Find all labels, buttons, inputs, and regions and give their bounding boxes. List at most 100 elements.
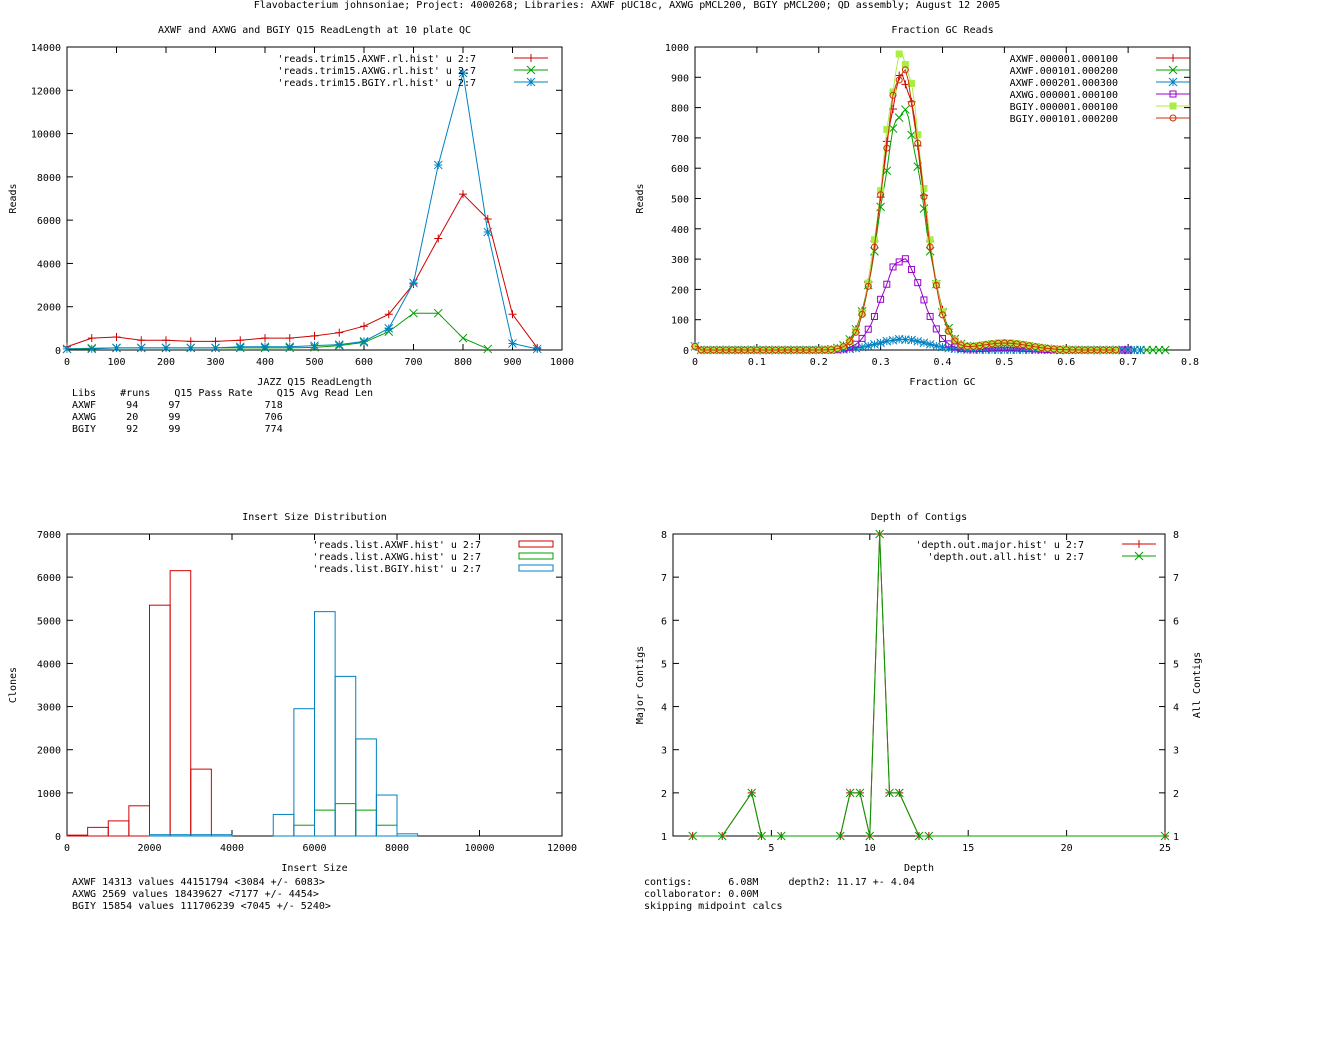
readlength-data-point bbox=[409, 308, 418, 318]
readlength-data-point bbox=[87, 344, 97, 354]
depth-y-tick-label: 2 bbox=[661, 789, 667, 800]
gc-data-point bbox=[863, 341, 873, 351]
gc-data-point bbox=[895, 50, 903, 58]
depth-y-tick-label: 1 bbox=[661, 832, 667, 843]
gc-data-point bbox=[883, 126, 891, 134]
readlength-data-point bbox=[433, 160, 443, 170]
readlength-data-point bbox=[532, 344, 542, 354]
readlength-data-point bbox=[360, 322, 368, 331]
depth-y2-tick-label: 6 bbox=[1173, 616, 1179, 627]
readlength-x-tick-label: 300 bbox=[206, 357, 224, 368]
readlength-data-point bbox=[334, 340, 344, 349]
readlength-y-tick-label: 0 bbox=[55, 346, 61, 357]
gc-data-point bbox=[920, 296, 928, 304]
gc-data-point bbox=[914, 279, 922, 287]
depth-x-tick-label: 10 bbox=[864, 843, 876, 854]
readlength-y-axis-label: Reads bbox=[8, 183, 19, 213]
gc-y-tick-label: 500 bbox=[671, 195, 689, 206]
gc-y-tick-label: 600 bbox=[671, 164, 689, 175]
gc-data-point bbox=[908, 265, 916, 273]
readlength-data-point bbox=[161, 343, 171, 353]
insert-title: Insert Size Distribution bbox=[242, 512, 387, 523]
depth-x-tick-label: 25 bbox=[1159, 843, 1171, 854]
readlength-x-tick-label: 700 bbox=[404, 357, 422, 368]
gc-data-point bbox=[908, 99, 916, 107]
insert-size-bar bbox=[334, 803, 357, 837]
insert-y-tick-label: 2000 bbox=[37, 746, 61, 757]
depth-data-point bbox=[924, 831, 934, 841]
readlength-y-tick-label: 6000 bbox=[37, 216, 61, 227]
gc-data-point bbox=[926, 243, 934, 251]
insert-size-bar bbox=[190, 768, 212, 837]
readlength-title: AXWF and AXWG and BGIY Q15 ReadLength at… bbox=[158, 25, 471, 36]
gc-data-point bbox=[889, 263, 897, 271]
readlength-data-point bbox=[285, 334, 294, 343]
gc-data-point bbox=[926, 236, 934, 244]
gc-y-tick-label: 700 bbox=[671, 134, 689, 145]
gc-data-point bbox=[895, 71, 904, 80]
readlength-data-point bbox=[433, 308, 443, 318]
legend-marker bbox=[1134, 551, 1144, 561]
gc-data-point bbox=[883, 144, 891, 152]
gc-x-axis-label: Fraction GC bbox=[909, 377, 975, 388]
insert-size-bar bbox=[272, 813, 295, 837]
insert-size-bar bbox=[107, 820, 130, 837]
insert-y-axis-label: Clones bbox=[8, 667, 19, 703]
gc-y-tick-label: 100 bbox=[671, 316, 689, 327]
readlength-data-point bbox=[483, 344, 493, 354]
gc-data-point bbox=[858, 334, 866, 342]
legend-marker bbox=[1169, 54, 1177, 62]
gc-data-point bbox=[901, 105, 910, 114]
readlength-x-tick-label: 400 bbox=[256, 357, 274, 368]
gc-x-tick-label: 0.6 bbox=[1057, 357, 1075, 368]
gc-data-point bbox=[950, 344, 960, 354]
gc-data-point bbox=[901, 66, 909, 74]
legend-marker bbox=[1168, 65, 1178, 75]
legend-label: 'reads.trim15.BGIY.rl.hist' u 2:7 bbox=[277, 78, 476, 89]
depth-y2-tick-label: 1 bbox=[1173, 832, 1179, 843]
gc-data-point bbox=[877, 191, 885, 199]
gc-y-tick-label: 900 bbox=[671, 73, 689, 84]
depth-data-point bbox=[717, 831, 727, 841]
gc-data-point bbox=[945, 327, 953, 335]
gc-y-tick-label: 1000 bbox=[665, 43, 689, 54]
gc-data-point bbox=[1018, 345, 1028, 355]
gc-data-point bbox=[956, 344, 966, 354]
insert-y-tick-label: 5000 bbox=[37, 616, 61, 627]
gc-data-point bbox=[987, 345, 997, 355]
depth-y-tick-label: 6 bbox=[661, 616, 667, 627]
gc-data-point bbox=[919, 338, 929, 348]
insert-size-bar bbox=[314, 809, 336, 837]
depth-data-point bbox=[747, 788, 757, 798]
gc-data-point bbox=[1006, 345, 1015, 355]
insert-y-tick-label: 4000 bbox=[37, 659, 61, 670]
insert-y-tick-label: 6000 bbox=[37, 573, 61, 584]
readlength-data-point bbox=[285, 342, 295, 352]
readlength-plot-frame bbox=[66, 46, 563, 351]
gc-data-point bbox=[907, 130, 916, 140]
readlength-data-point bbox=[335, 328, 344, 337]
gc-data-point bbox=[1154, 345, 1164, 355]
gc-data-point bbox=[975, 345, 984, 355]
readlength-y-tick-label: 4000 bbox=[37, 259, 61, 270]
legend-label: 'reads.trim15.AXWG.rl.hist' u 2:7 bbox=[277, 66, 476, 77]
readlength-data-point bbox=[458, 333, 468, 343]
gc-data-point bbox=[931, 341, 941, 351]
gc-data-point bbox=[894, 113, 904, 122]
legend-label: AXWG.000001.000100 bbox=[1010, 90, 1118, 101]
legend-marker bbox=[1135, 540, 1143, 548]
legend-label: 'reads.list.AXWG.hist' u 2:7 bbox=[312, 552, 481, 563]
readlength-summary-table: Libs #runs Q15 Pass Rate Q15 Avg Read Le… bbox=[72, 388, 374, 435]
readlength-data-point bbox=[384, 324, 394, 333]
legend-label: 'depth.out.major.hist' u 2:7 bbox=[915, 540, 1084, 551]
legend-label: 'reads.list.AXWF.hist' u 2:7 bbox=[312, 540, 481, 551]
depth-y-tick-label: 4 bbox=[661, 703, 667, 714]
legend-marker bbox=[526, 65, 536, 75]
readlength-x-axis-label: JAZZ Q15 ReadLength bbox=[257, 377, 371, 388]
gc-data-point bbox=[864, 282, 872, 290]
readlength-data-point bbox=[136, 343, 146, 353]
insert-size-bar bbox=[396, 833, 419, 837]
insert-size-bar bbox=[293, 708, 315, 837]
gc-data-point bbox=[1129, 345, 1139, 355]
